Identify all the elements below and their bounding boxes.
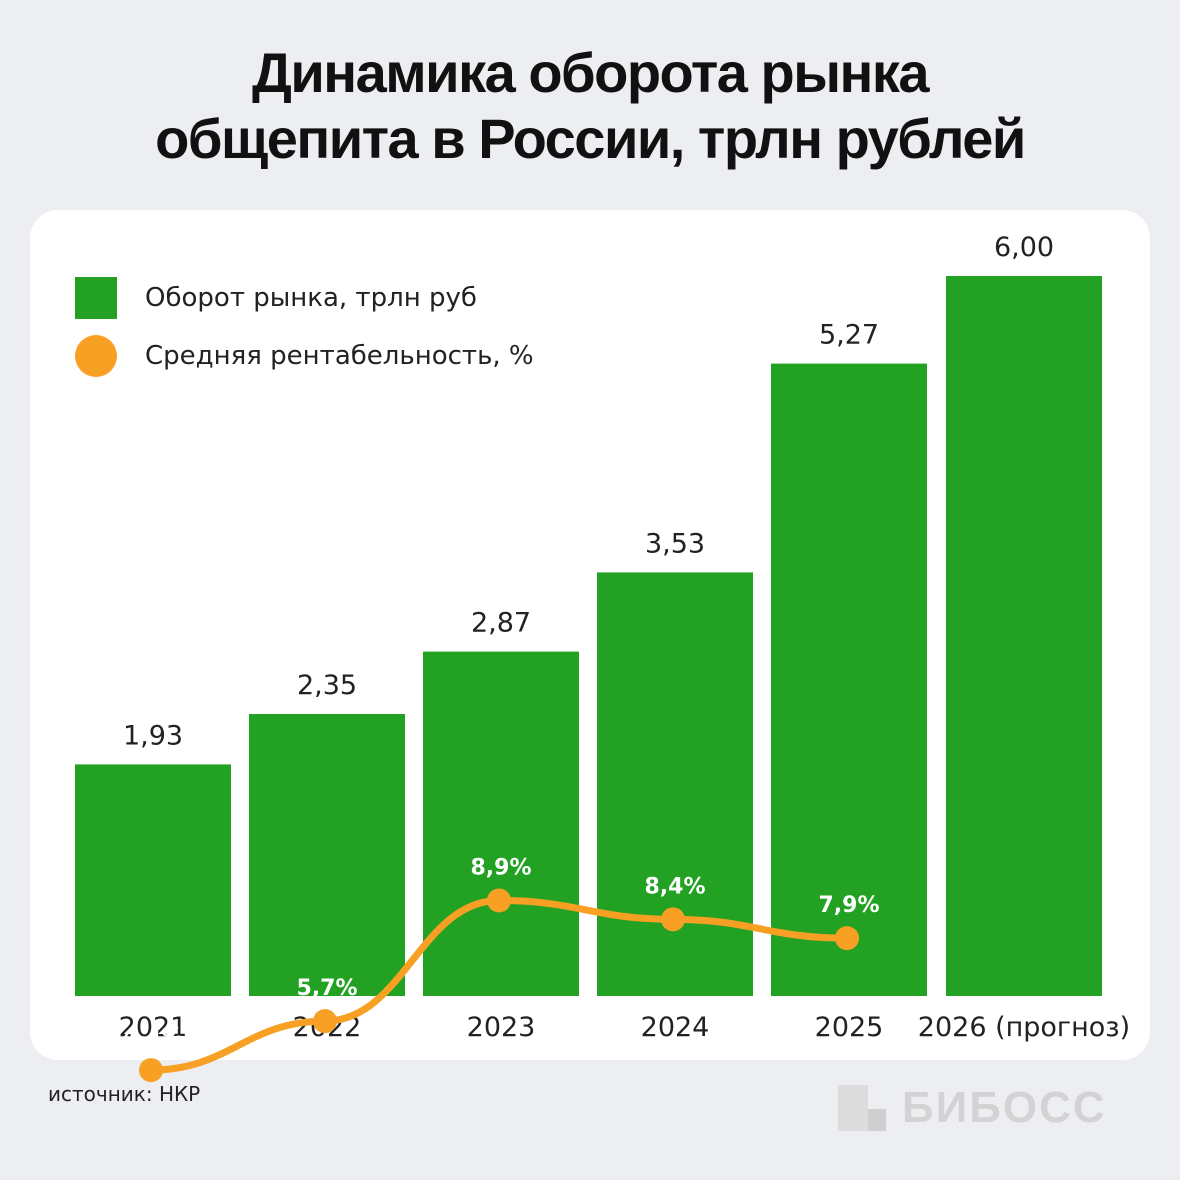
title-line-1: Динамика оборота рынка [251, 41, 930, 104]
bar-2023 [423, 651, 579, 996]
title-line-2: общепита в России, трлн рублей [155, 107, 1026, 170]
legend-label-bar: Оборот рынка, трлн руб [145, 283, 477, 313]
profitability-point [835, 926, 859, 951]
source-note: источник: НКР [48, 1082, 201, 1106]
profitability-point [313, 1009, 337, 1034]
logo-text: БИБОСС [902, 1083, 1107, 1132]
profitability-point [487, 888, 511, 913]
profitability-point [139, 1058, 163, 1083]
bar-2026 [946, 276, 1102, 996]
bar-value-label: 2,35 [297, 670, 357, 701]
legend-item-bar: Оборот рынка, трлн руб [75, 275, 534, 321]
profitability-label: 8,9% [470, 855, 531, 880]
bar-2021 [75, 764, 231, 996]
x-tick-label: 2025 [815, 1012, 884, 1043]
legend-swatch-bar [75, 277, 117, 319]
logo: БИБОСС [838, 1083, 1107, 1132]
bar-value-label: 2,87 [471, 608, 531, 639]
profitability-line [147, 896, 851, 1074]
legend-swatch-line [75, 335, 117, 377]
bar-2024 [597, 572, 753, 996]
bar-value-label: 6,00 [994, 232, 1054, 263]
profitability-point [661, 907, 685, 932]
profitability-label: 8,4% [644, 874, 705, 899]
x-tick-label: 2026 (прогноз) [918, 1012, 1130, 1043]
chart-title: Динамика оборота рынка общепита в России… [0, 40, 1180, 172]
x-tick-label: 2023 [467, 1012, 536, 1043]
bar-2025 [771, 363, 927, 997]
profitability-label: 7,9% [818, 893, 879, 918]
x-tick-label: 2021 [119, 1012, 188, 1043]
profitability-label: 5,7% [296, 976, 357, 1001]
x-tick-label: 2024 [641, 1012, 710, 1043]
profitability-label: 4,4% [122, 1025, 183, 1050]
legend-label-line: Средняя рентабельность, % [145, 341, 534, 371]
bar-2022 [249, 714, 405, 996]
logo-mark-icon [838, 1085, 886, 1131]
bar-value-label: 3,53 [645, 528, 705, 559]
legend-item-line: Средняя рентабельность, % [75, 333, 534, 379]
legend: Оборот рынка, трлн руб Средняя рентабель… [75, 275, 534, 391]
bar-value-label: 1,93 [123, 720, 183, 751]
bar-value-label: 5,27 [819, 320, 879, 351]
